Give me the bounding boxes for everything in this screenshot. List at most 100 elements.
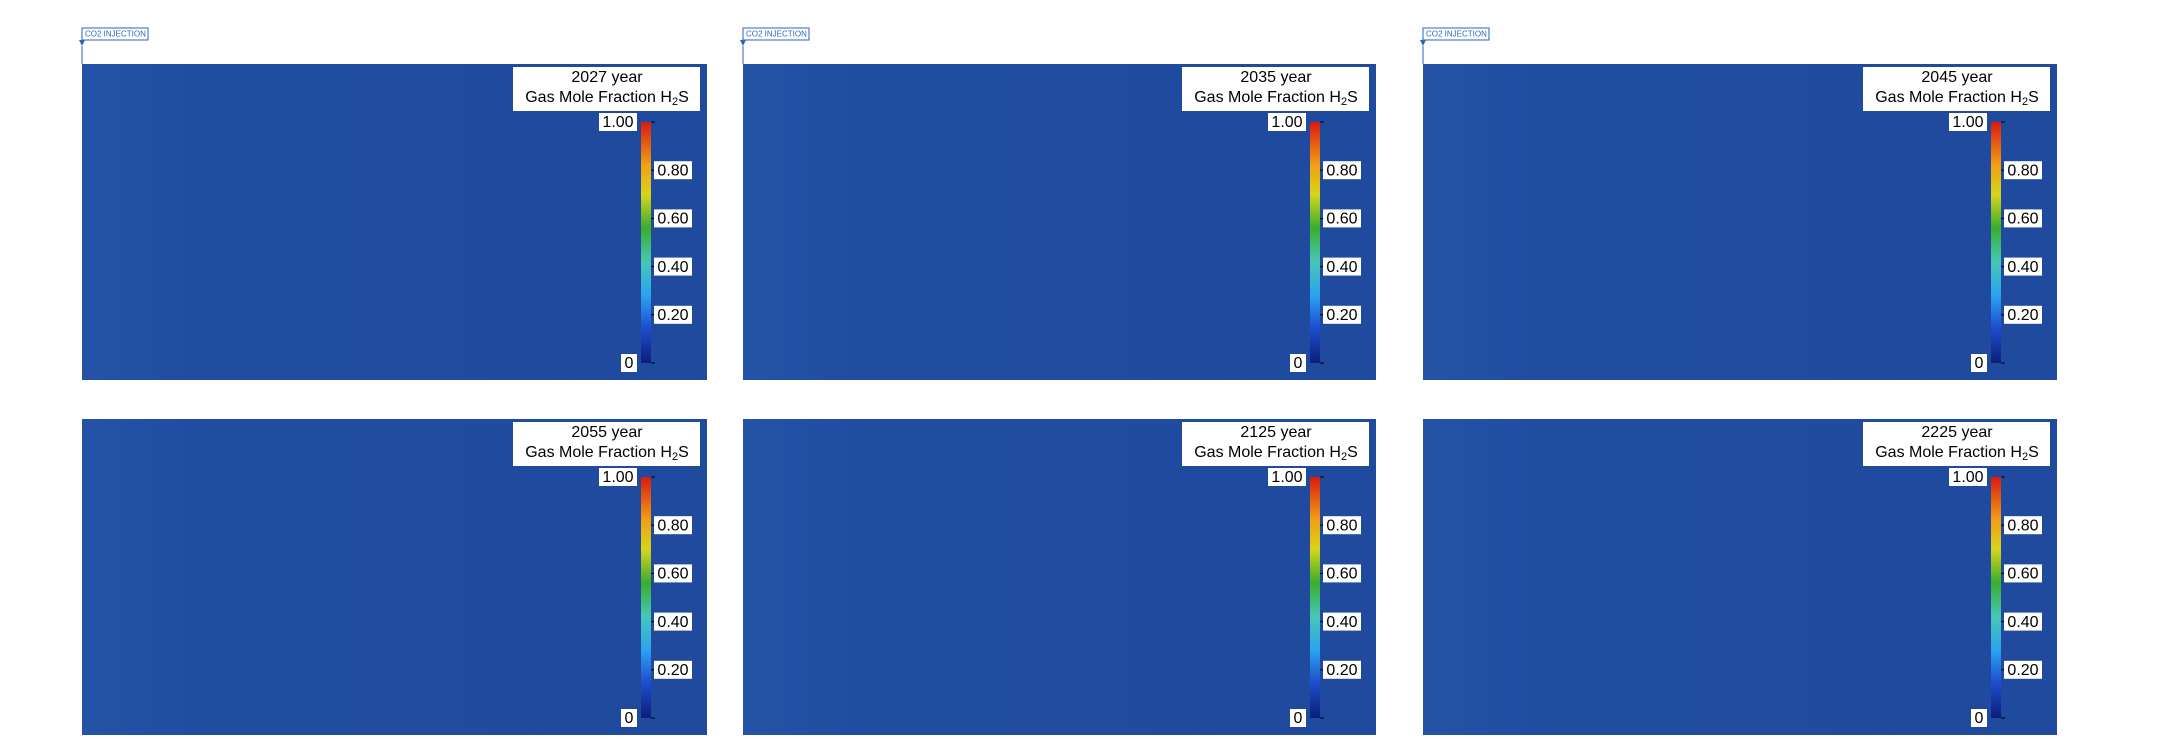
legend-box — [513, 422, 700, 466]
legend-quantity: Gas Mole Fraction H2S — [1875, 444, 2039, 463]
panel: 2225 year Gas Mole Fraction H2S 1.00 0.80 0.… — [1423, 419, 2057, 735]
colorbar-tick-label: 0.40 — [1326, 259, 1357, 276]
panel: 2055 year Gas Mole Fraction H2S 1.00 0.80 0.… — [82, 419, 707, 735]
colorbar-tick-label: 1.00 — [602, 469, 633, 486]
quantity-text: Gas Mole Fraction H — [1875, 89, 2022, 106]
colorbar-tick-label: 0.40 — [2007, 614, 2038, 631]
tick-label-box — [2004, 612, 2042, 631]
quantity-text: Gas Mole Fraction H — [1194, 444, 1341, 461]
tick-label-box — [1323, 660, 1361, 679]
simulation-field — [743, 419, 1376, 735]
tick-label-box — [654, 660, 692, 679]
well-label: CO2 INJECTION — [85, 30, 146, 39]
colorbar-tick-label: 0.20 — [2007, 307, 2038, 324]
colorbar-tick-label: 0.60 — [2007, 566, 2038, 583]
tick-label-box — [1290, 709, 1306, 727]
tick-label-box — [654, 257, 692, 276]
colorbar-tick-label: 0 — [1975, 710, 1984, 727]
quantity-subscript: 2 — [1341, 451, 1347, 463]
tick-label-box — [2004, 257, 2042, 276]
colorbar-tick-label: 0.80 — [657, 162, 688, 179]
legend-quantity: Gas Mole Fraction H2S — [525, 89, 689, 108]
tick-label-box — [654, 516, 692, 535]
colorbar-tick-label: 0.60 — [1326, 211, 1357, 228]
panel: CO2 INJECTION 2035 year Gas Mole Fraction … — [740, 27, 1376, 380]
colorbar — [1991, 122, 2001, 363]
legend-year: 2027 year — [571, 69, 643, 86]
colorbar — [641, 122, 651, 363]
colorbar-tick-label: 0 — [1294, 355, 1303, 372]
tick-label-box — [1949, 468, 1987, 486]
colorbar-tick-label: 0.80 — [2007, 517, 2038, 534]
legend-year: 2225 year — [1921, 424, 1993, 441]
tick-label-box — [2004, 564, 2042, 583]
colorbar-tick-label: 0.40 — [657, 259, 688, 276]
simulation-field — [743, 64, 1376, 380]
well-label: CO2 INJECTION — [746, 30, 807, 39]
tick-label-box — [1323, 516, 1361, 535]
quantity-suffix: S — [2028, 444, 2039, 461]
colorbar-tick-label: 1.00 — [1952, 469, 1983, 486]
colorbar-tick-label: 0.80 — [2007, 162, 2038, 179]
tick-label-box — [654, 209, 692, 228]
legend-quantity: Gas Mole Fraction H2S — [1194, 89, 1358, 108]
colorbar-tick-label: 0.20 — [657, 662, 688, 679]
panel: CO2 INJECTION 2045 year Gas Mole Fraction … — [1420, 27, 2057, 380]
colorbar-tick-label: 0.20 — [657, 307, 688, 324]
colorbar-tick-label: 0 — [1294, 710, 1303, 727]
colorbar-tick-label: 0.20 — [2007, 662, 2038, 679]
legend-quantity: Gas Mole Fraction H2S — [1194, 444, 1358, 463]
colorbar — [641, 477, 651, 718]
well-label-box — [742, 27, 810, 41]
tick-label-box — [654, 612, 692, 631]
tick-label-box — [2004, 209, 2042, 228]
quantity-suffix: S — [1347, 444, 1358, 461]
panel: CO2 INJECTION 2027 year Gas Mole Fraction … — [79, 27, 707, 380]
colorbar — [1310, 477, 1320, 718]
tick-label-box — [1268, 113, 1306, 131]
colorbar-tick-label: 0 — [625, 710, 634, 727]
simulation-field — [82, 64, 707, 380]
tick-label-box — [621, 354, 637, 372]
quantity-subscript: 2 — [672, 451, 678, 463]
colorbar-tick-label: 0.80 — [657, 517, 688, 534]
well-marker — [1420, 40, 1426, 46]
tick-label-box — [1290, 354, 1306, 372]
colorbar-tick-label: 1.00 — [1271, 114, 1302, 131]
tick-label-box — [1971, 354, 1987, 372]
colorbar-tick-label: 0.40 — [2007, 259, 2038, 276]
colorbar-tick-label: 1.00 — [1952, 114, 1983, 131]
tick-label-box — [654, 161, 692, 180]
legend-box — [1182, 67, 1369, 111]
tick-label-box — [599, 113, 637, 131]
quantity-text: Gas Mole Fraction H — [525, 444, 672, 461]
tick-label-box — [1949, 113, 1987, 131]
legend-year: 2055 year — [571, 424, 643, 441]
quantity-suffix: S — [678, 89, 689, 106]
colorbar-tick-label: 0.60 — [2007, 211, 2038, 228]
well-label-box — [81, 27, 149, 41]
tick-label-box — [1323, 612, 1361, 631]
colorbar-tick-label: 0.20 — [1326, 307, 1357, 324]
colorbar-tick-label: 0.20 — [1326, 662, 1357, 679]
quantity-subscript: 2 — [672, 96, 678, 108]
simulation-field — [82, 419, 707, 735]
tick-label-box — [654, 564, 692, 583]
quantity-subscript: 2 — [2022, 96, 2028, 108]
quantity-subscript: 2 — [2022, 451, 2028, 463]
quantity-text: Gas Mole Fraction H — [1875, 444, 2022, 461]
tick-label-box — [1323, 564, 1361, 583]
tick-label-box — [2004, 161, 2042, 180]
legend-quantity: Gas Mole Fraction H2S — [525, 444, 689, 463]
quantity-text: Gas Mole Fraction H — [525, 89, 672, 106]
simulation-field — [1423, 64, 2057, 380]
quantity-subscript: 2 — [1341, 96, 1347, 108]
well-marker — [740, 40, 746, 46]
tick-label-box — [654, 305, 692, 324]
well-label-box — [1422, 27, 1490, 41]
panel: 2125 year Gas Mole Fraction H2S 1.00 0.80 0.… — [743, 419, 1376, 735]
tick-label-box — [1323, 305, 1361, 324]
colorbar-tick-label: 0 — [1975, 355, 1984, 372]
legend-year: 2045 year — [1921, 69, 1993, 86]
colorbar-tick-label: 0.60 — [657, 211, 688, 228]
